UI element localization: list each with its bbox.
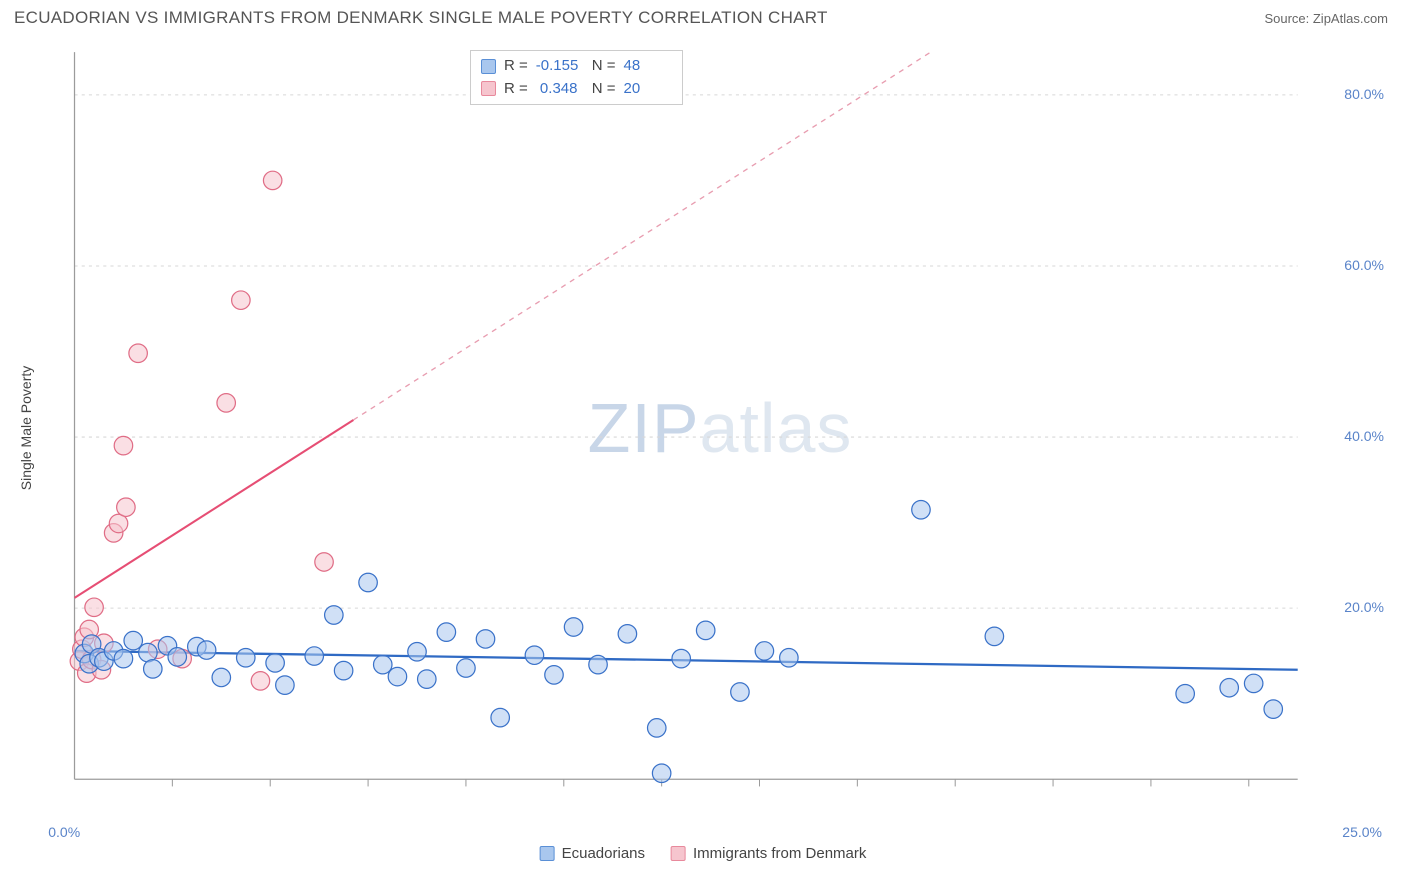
r-label-2: R = <box>504 78 528 101</box>
legend-swatch-1-icon <box>540 846 555 861</box>
r-value-1: -0.155 <box>536 55 584 78</box>
stats-row-2: R = 0.348 N = 20 <box>481 78 672 101</box>
scatter-plot <box>50 48 1390 808</box>
stats-legend-box: R = -0.155 N = 48 R = 0.348 N = 20 <box>470 50 683 105</box>
y-tick-label: 40.0% <box>1344 428 1384 444</box>
y-axis-label: Single Male Poverty <box>18 366 34 491</box>
legend-item-2: Immigrants from Denmark <box>671 845 866 862</box>
legend-label-1: Ecuadorians <box>562 845 645 862</box>
legend-swatch-2-icon <box>671 846 686 861</box>
legend-label-2: Immigrants from Denmark <box>693 845 866 862</box>
swatch-series2-icon <box>481 81 496 96</box>
y-tick-label: 80.0% <box>1344 86 1384 102</box>
n-label-2: N = <box>592 78 616 101</box>
chart-title: ECUADORIAN VS IMMIGRANTS FROM DENMARK SI… <box>14 8 828 28</box>
n-label-1: N = <box>592 55 616 78</box>
x-axis-legend: Ecuadorians Immigrants from Denmark <box>540 845 867 862</box>
x-tick-label-min: 0.0% <box>48 824 80 840</box>
r-label-1: R = <box>504 55 528 78</box>
x-tick-label-max: 25.0% <box>1342 824 1382 840</box>
chart-area: Single Male Poverty ZIPatlas R = -0.155 … <box>50 48 1390 808</box>
y-tick-label: 20.0% <box>1344 599 1384 615</box>
r-value-2: 0.348 <box>536 78 584 101</box>
n-value-2: 20 <box>624 78 672 101</box>
stats-row-1: R = -0.155 N = 48 <box>481 55 672 78</box>
y-tick-label: 60.0% <box>1344 257 1384 273</box>
source-label: Source: ZipAtlas.com <box>1264 11 1388 26</box>
n-value-1: 48 <box>624 55 672 78</box>
swatch-series1-icon <box>481 59 496 74</box>
legend-item-1: Ecuadorians <box>540 845 645 862</box>
